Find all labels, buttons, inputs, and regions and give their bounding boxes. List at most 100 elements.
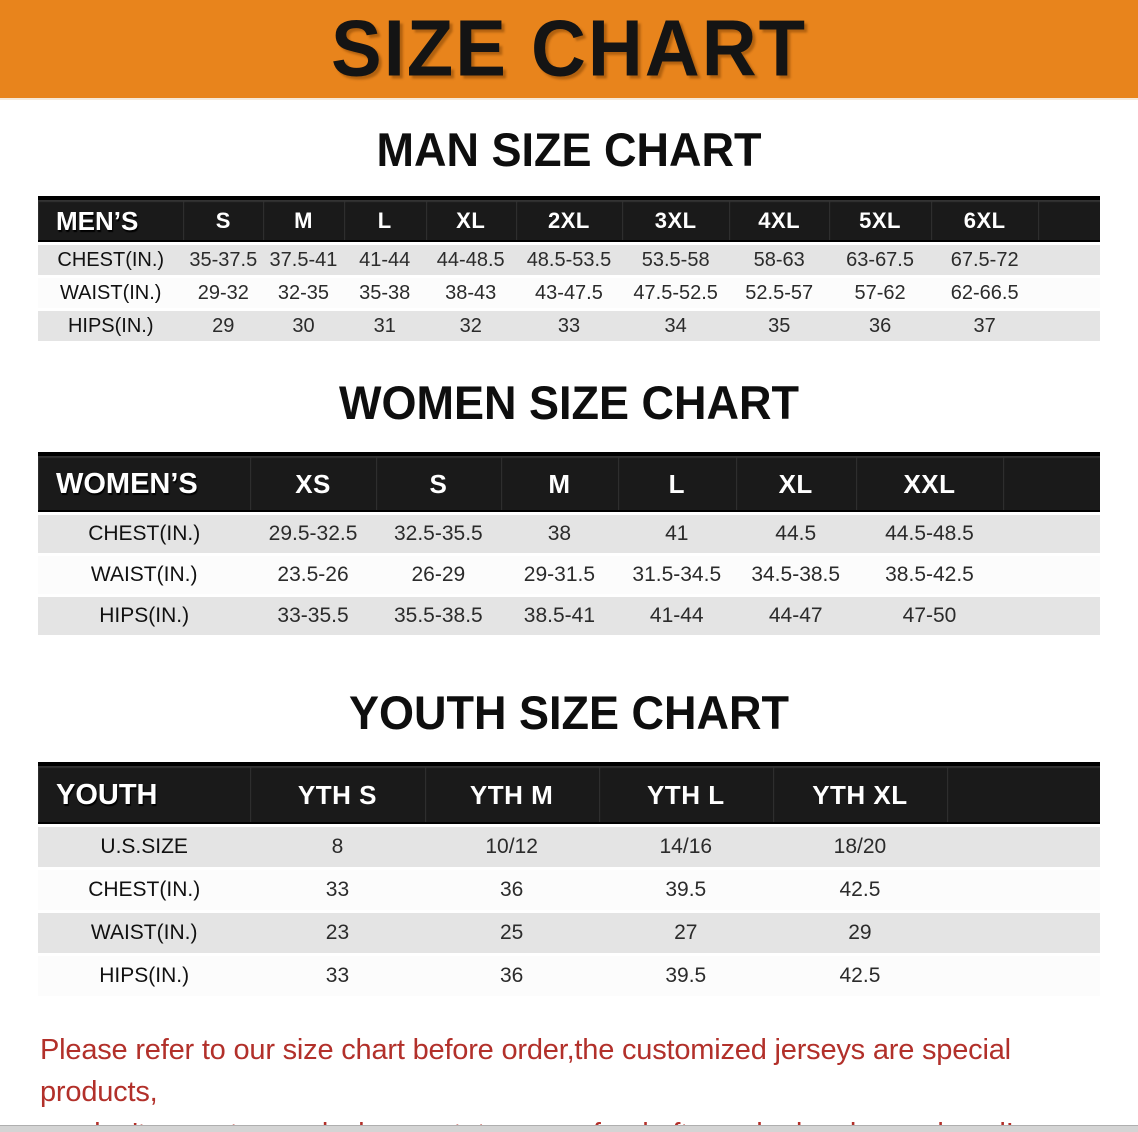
youth-chart-heading: YOUTH SIZE CHART: [348, 685, 789, 740]
size-value-cell: 32.5-35.5: [393, 522, 483, 545]
measurement-label: HIPS(IN.): [99, 604, 190, 627]
size-value-cell: 44.5: [775, 522, 817, 545]
size-value-cell: 32-35: [277, 281, 330, 304]
measurement-label: CHEST(IN.): [88, 878, 201, 901]
size-value-cell: 37.5-41: [269, 248, 338, 271]
size-column-header: XL: [735, 452, 856, 512]
table-row: WAIST(IN.) 23 25 27 29: [38, 913, 1100, 953]
women-header-row: WOMEN’S XS S M L XL XXL: [38, 452, 1100, 512]
size-column-header: XL: [425, 196, 516, 242]
size-value-cell: 48.5-53.5: [526, 248, 612, 271]
filler-cell: [1038, 278, 1100, 308]
youth-header-row: YOUTH YTH S YTH M YTH L YTH XL: [38, 762, 1100, 824]
size-column-header: XXL: [855, 452, 1004, 512]
size-column-header: M: [501, 452, 618, 512]
size-value-cell: 38.5-41: [523, 604, 596, 627]
table-row: CHEST(IN.) 35-37.5 37.5-41 41-44 44-48.5 48.5…: [38, 245, 1100, 275]
men-size-table: MEN’S S M L XL 2XL 3XL 4XL 5XL 6XL CHEST(IN.) 35-37…: [38, 193, 1100, 344]
size-value-cell: 23: [325, 921, 350, 944]
size-value-cell: 35: [768, 314, 791, 337]
measurement-label: WAIST(IN.): [90, 563, 198, 586]
size-value-cell: 31: [373, 314, 396, 337]
size-value-cell: 35.5-38.5: [393, 604, 483, 627]
banner: SIZE CHART: [0, 0, 1138, 100]
size-value-cell: 47.5-52.5: [633, 281, 718, 304]
size-value-cell: 33: [325, 964, 350, 987]
measurement-label: CHEST(IN.): [57, 248, 165, 271]
measurement-label: HIPS(IN.): [67, 314, 154, 337]
size-value-cell: 30: [292, 314, 315, 337]
filler-cell: [1003, 452, 1100, 512]
men-group-label: MEN’S: [38, 196, 184, 242]
table-row: WAIST(IN.) 23.5-26 26-29 29-31.5 31.5-34.5 34…: [38, 556, 1100, 594]
size-value-cell: 63-67.5: [846, 248, 914, 271]
size-value-cell: 36: [868, 314, 892, 337]
size-value-cell: 39.5: [665, 878, 707, 901]
filler-cell: [947, 956, 1100, 996]
women-group-label: WOMEN’S: [38, 452, 251, 512]
size-column-header: S: [375, 452, 502, 512]
women-size-table: WOMEN’S XS S M L XL XXL CHEST(IN.) 29.5-32.5 32.5…: [38, 449, 1100, 638]
size-value-cell: 47-50: [902, 604, 957, 627]
size-column-header: 4XL: [729, 196, 830, 242]
table-row: HIPS(IN.) 29 30 31 32 33 34 35 36 37: [38, 311, 1100, 341]
size-value-cell: 18/20: [833, 835, 887, 858]
filler-cell: [1038, 245, 1100, 275]
size-value-cell: 8: [331, 835, 344, 858]
size-column-header: 6XL: [931, 196, 1039, 242]
youth-group-label: YOUTH: [38, 762, 251, 824]
table-row: CHEST(IN.) 29.5-32.5 32.5-35.5 38 41 44.5 44.5…: [38, 515, 1100, 553]
size-value-cell: 58-63: [753, 248, 805, 271]
men-chart-heading: MAN SIZE CHART: [376, 122, 762, 177]
size-value-cell: 44-48.5: [436, 248, 505, 271]
disclaimer: Please refer to our size chart before or…: [40, 1029, 1100, 1132]
size-value-cell: 38: [547, 522, 572, 545]
page-title: SIZE CHART: [331, 3, 807, 94]
filler-cell: [1003, 597, 1100, 635]
size-value-cell: 31.5-34.5: [632, 563, 722, 586]
size-value-cell: 57-62: [854, 281, 906, 304]
size-value-cell: 33: [325, 878, 350, 901]
size-column-header: 2XL: [515, 196, 623, 242]
filler-cell: [1003, 515, 1100, 553]
youth-size-section: YOUTH YTH S YTH M YTH L YTH XL U.S.SIZE 8 10/12…: [0, 759, 1138, 999]
size-column-header: S: [183, 196, 264, 242]
size-column-header: 5XL: [829, 196, 932, 242]
size-value-cell: 42.5: [839, 878, 881, 901]
size-column-header: XS: [250, 452, 376, 512]
size-value-cell: 29: [848, 921, 872, 944]
size-column-header: M: [263, 196, 344, 242]
table-row: HIPS(IN.) 33-35.5 35.5-38.5 38.5-41 41-44 44-…: [38, 597, 1100, 635]
size-value-cell: 33: [557, 314, 581, 337]
size-value-cell: 14/16: [659, 835, 713, 858]
filler-cell: [1038, 196, 1100, 242]
size-value-cell: 53.5-58: [641, 248, 710, 271]
size-value-cell: 34: [664, 314, 687, 337]
size-column-header: 3XL: [622, 196, 730, 242]
measurement-label: WAIST(IN.): [60, 281, 162, 304]
women-size-section: WOMEN’S XS S M L XL XXL CHEST(IN.) 29.5-32.5 32.5…: [0, 449, 1138, 638]
size-value-cell: 39.5: [665, 964, 707, 987]
youth-size-table: YOUTH YTH S YTH M YTH L YTH XL U.S.SIZE 8 10/12…: [38, 759, 1100, 999]
measurement-label: U.S.SIZE: [100, 835, 188, 858]
size-value-cell: 36: [499, 964, 524, 987]
disclaimer-line-1: Please refer to our size chart before or…: [40, 1034, 1011, 1108]
size-value-cell: 29-32: [197, 281, 249, 304]
women-chart-heading: WOMEN SIZE CHART: [339, 375, 799, 430]
size-column-header: YTH L: [598, 762, 773, 824]
size-value-cell: 35-37.5: [189, 248, 258, 271]
size-value-cell: 37: [973, 314, 996, 337]
men-size-section: MEN’S S M L XL 2XL 3XL 4XL 5XL 6XL CHEST(IN.) 35-37…: [0, 193, 1138, 344]
size-column-header: YTH XL: [772, 762, 948, 824]
filler-cell: [947, 870, 1100, 910]
size-value-cell: 62-66.5: [950, 281, 1019, 304]
size-value-cell: 27: [674, 921, 698, 944]
size-value-cell: 29-31.5: [523, 563, 596, 586]
table-row: CHEST(IN.) 33 36 39.5 42.5: [38, 870, 1100, 910]
size-value-cell: 44-47: [768, 604, 823, 627]
size-value-cell: 29: [212, 314, 235, 337]
filler-cell: [1038, 311, 1100, 341]
size-value-cell: 36: [499, 878, 524, 901]
size-value-cell: 43-47.5: [535, 281, 603, 304]
table-row: U.S.SIZE 8 10/12 14/16 18/20: [38, 827, 1100, 867]
